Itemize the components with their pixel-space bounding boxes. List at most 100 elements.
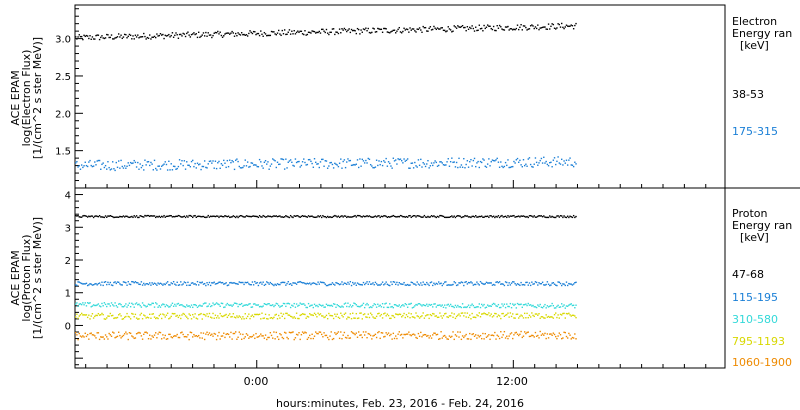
data-point <box>283 302 286 305</box>
data-point <box>110 168 113 170</box>
data-point <box>363 283 366 286</box>
data-point <box>355 163 358 165</box>
data-point <box>75 303 77 305</box>
data-point <box>144 304 146 307</box>
data-point <box>476 306 478 308</box>
data-point <box>176 215 178 218</box>
data-point <box>358 28 360 31</box>
data-point <box>558 281 561 283</box>
data-point <box>543 334 545 336</box>
data-point <box>518 161 520 163</box>
data-point <box>150 338 152 340</box>
data-point <box>482 283 484 285</box>
data-point <box>188 34 190 36</box>
data-point <box>153 159 156 162</box>
data-point <box>460 306 463 309</box>
data-point <box>369 312 372 314</box>
data-point <box>98 282 101 284</box>
data-point <box>195 216 198 219</box>
data-point <box>303 332 305 334</box>
data-point <box>110 315 113 317</box>
data-point <box>280 158 282 160</box>
proton-legend-47-68: 47-68 <box>732 268 764 281</box>
data-point <box>155 216 157 219</box>
data-point <box>102 313 104 316</box>
data-point <box>285 33 287 36</box>
data-point <box>293 165 295 167</box>
data-point <box>361 216 363 218</box>
data-point <box>318 283 320 285</box>
data-point <box>533 283 535 285</box>
data-point <box>508 29 510 31</box>
data-point <box>340 158 342 160</box>
data-point <box>432 312 434 315</box>
data-point <box>574 333 576 335</box>
data-point <box>208 303 211 305</box>
data-point <box>157 282 159 284</box>
data-point <box>273 316 275 319</box>
data-point <box>85 282 88 285</box>
data-point <box>497 314 500 316</box>
data-point <box>133 38 135 40</box>
data-point <box>309 215 311 218</box>
data-point <box>447 303 449 306</box>
data-point <box>430 29 433 31</box>
data-point <box>392 157 395 159</box>
data-point <box>257 32 260 35</box>
data-point <box>163 214 165 217</box>
data-point <box>417 28 420 31</box>
data-point <box>175 315 177 317</box>
data-point <box>116 335 119 338</box>
data-point <box>385 315 387 317</box>
data-point <box>311 30 313 32</box>
data-point <box>566 337 569 339</box>
data-point <box>518 334 520 337</box>
data-point <box>215 317 218 319</box>
data-point <box>408 31 410 33</box>
data-point <box>332 167 335 169</box>
data-point <box>174 34 176 37</box>
data-point <box>512 313 514 315</box>
data-point <box>537 314 539 316</box>
data-point <box>535 216 538 218</box>
data-point <box>329 335 331 337</box>
data-point <box>453 313 455 315</box>
data-point <box>519 159 521 162</box>
data-point <box>520 330 522 333</box>
data-point <box>85 215 88 217</box>
data-point <box>238 165 240 168</box>
data-point <box>379 163 381 166</box>
data-point <box>387 31 390 34</box>
data-point <box>569 157 571 159</box>
data-point <box>165 215 168 218</box>
data-point <box>226 333 229 335</box>
data-point <box>417 283 420 285</box>
data-point <box>172 165 175 167</box>
ytick-label: 2.0 <box>55 109 71 120</box>
data-point <box>197 284 200 286</box>
data-point <box>242 333 244 336</box>
data-point <box>389 317 391 320</box>
data-point <box>556 215 558 217</box>
data-point <box>178 159 181 161</box>
data-point <box>212 160 214 162</box>
data-point <box>257 304 260 306</box>
data-point <box>477 283 479 285</box>
data-point <box>269 281 272 284</box>
data-point <box>107 161 109 163</box>
data-point <box>396 313 398 316</box>
data-point <box>405 314 408 316</box>
data-point <box>469 161 471 163</box>
data-point <box>513 334 515 336</box>
data-point <box>89 283 91 285</box>
data-point <box>152 36 155 38</box>
data-point <box>340 331 342 333</box>
data-point <box>174 303 176 306</box>
data-point <box>288 314 291 316</box>
data-point <box>193 215 195 217</box>
data-point <box>428 167 430 169</box>
data-point <box>88 302 90 305</box>
data-point <box>113 38 115 40</box>
data-point <box>164 283 166 286</box>
